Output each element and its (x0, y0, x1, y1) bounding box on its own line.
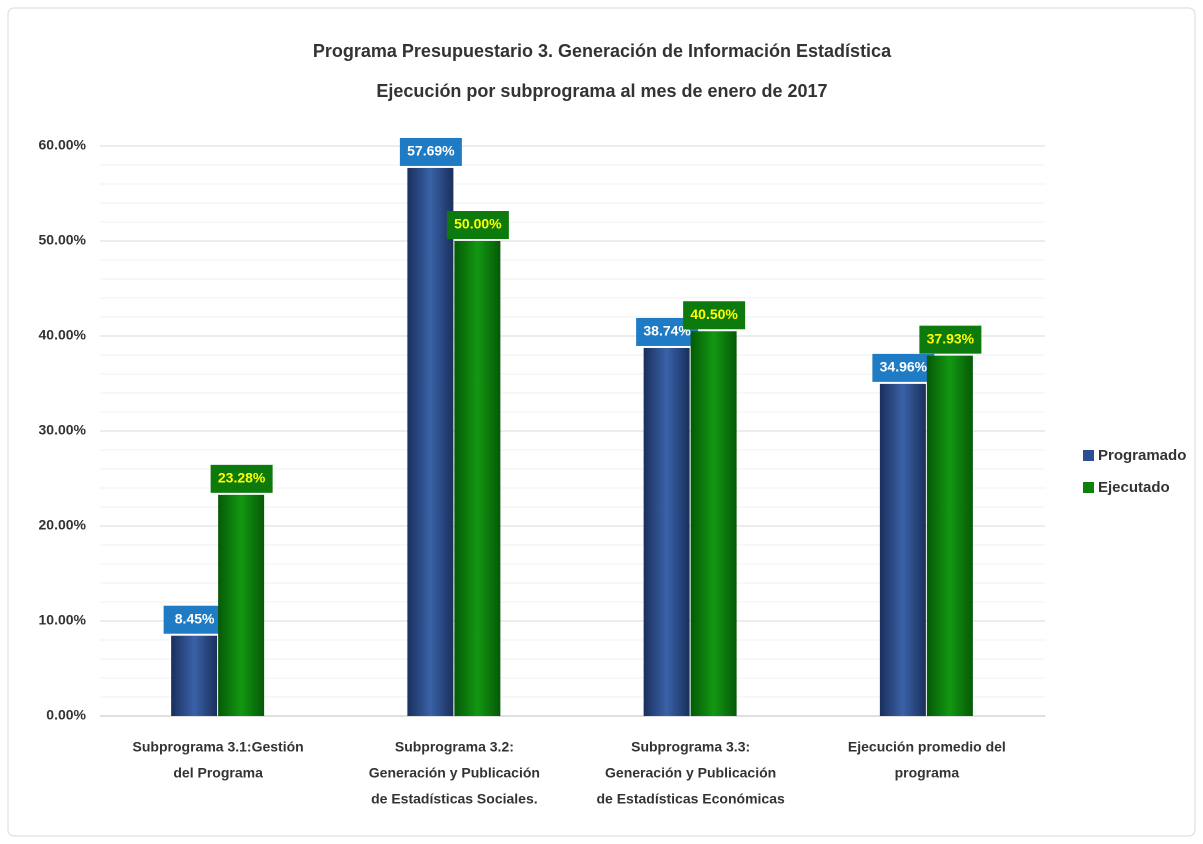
value-label-box (919, 325, 982, 354)
legend-swatch (1083, 482, 1094, 493)
value-label: 23.28% (218, 470, 266, 486)
bar (690, 331, 737, 716)
value-label: 50.00% (454, 216, 502, 232)
legend-swatch (1083, 450, 1094, 461)
value-label: 40.50% (690, 306, 738, 322)
value-label: 57.69% (407, 143, 455, 159)
x-tick-label: Ejecución promedio del (848, 739, 1006, 755)
x-tick-label: de Estadísticas Económicas (596, 791, 785, 807)
y-tick-label: 40.00% (39, 327, 87, 343)
value-label-box (163, 605, 226, 634)
x-tick-label: de Estadísticas Sociales. (371, 791, 538, 807)
value-label-box (872, 353, 935, 382)
x-tick-label: Generación y Publicación (605, 765, 776, 781)
x-tick-label: programa (895, 765, 960, 781)
y-tick-label: 10.00% (39, 612, 87, 628)
y-tick-label: 20.00% (39, 517, 87, 533)
value-label: 37.93% (927, 330, 975, 346)
bar (926, 355, 973, 716)
x-tick-label: Subprograma 3.3: (631, 739, 750, 755)
value-label-box (683, 301, 746, 330)
bar (643, 347, 690, 716)
bar (454, 241, 501, 716)
bar (407, 167, 454, 716)
value-label: 38.74% (643, 323, 691, 339)
value-label-box (446, 211, 509, 239)
y-tick-label: 60.00% (39, 137, 87, 153)
legend-label: Ejecutado (1098, 479, 1170, 496)
value-label: 8.45% (175, 610, 215, 626)
bar (171, 635, 218, 716)
value-label-box (399, 137, 462, 166)
x-tick-label: Subprograma 3.1:Gestión (133, 739, 304, 755)
bar (879, 383, 926, 716)
bar (218, 494, 265, 716)
x-tick-label: Generación y Publicación (369, 765, 540, 781)
chart-title: Ejecución por subprograma al mes de ener… (376, 81, 827, 101)
y-tick-label: 50.00% (39, 232, 87, 248)
value-label-box (210, 464, 273, 493)
legend-label: Programado (1098, 447, 1186, 464)
y-tick-label: 30.00% (39, 422, 87, 438)
y-tick-label: 0.00% (46, 707, 86, 723)
chart-title: Programa Presupuestario 3. Generación de… (313, 41, 892, 61)
x-tick-label: del Programa (173, 765, 263, 781)
value-label: 34.96% (880, 359, 928, 375)
x-tick-label: Subprograma 3.2: (395, 739, 514, 755)
